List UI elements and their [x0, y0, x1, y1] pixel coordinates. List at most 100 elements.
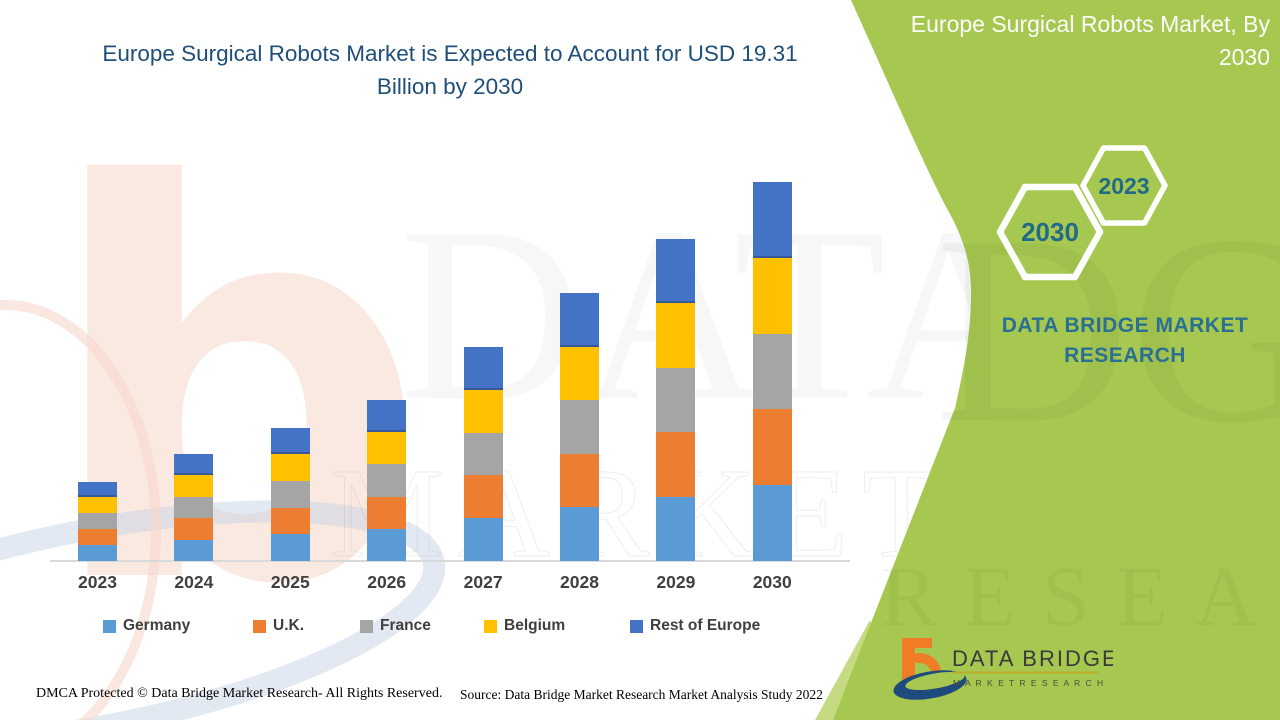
- bar-segment-rest-of-europe: [560, 293, 599, 347]
- side-panel-title-line1: Europe Surgical Robots Market, By: [910, 11, 1270, 37]
- bar-segment-france: [752, 333, 792, 410]
- bar-2028: [560, 293, 599, 561]
- bar-segment-belgium: [560, 346, 599, 401]
- legend-item-rest-of-europe: Rest of Europe: [630, 617, 760, 635]
- brand-text: DATA BRIDGE MARKET RESEARCH: [960, 311, 1280, 372]
- bar-segment-france: [560, 400, 599, 454]
- bar-segment-germany: [560, 507, 599, 561]
- legend-item-belgium: Belgium: [484, 617, 565, 635]
- legend-label: Belgium: [504, 617, 566, 634]
- legend-label: Germany: [123, 617, 191, 634]
- x-axis-label-2026: 2026: [367, 572, 407, 592]
- bar-segment-germany: [270, 534, 310, 561]
- bar-segment-belgium: [463, 389, 503, 433]
- legend-item-u-k-: U.K.: [253, 617, 304, 635]
- bar-segment-u-k-: [367, 496, 407, 529]
- bar-segment-rest-of-europe: [463, 347, 503, 390]
- ghost-swoosh-blue: [0, 500, 446, 720]
- bar-segment-rest-of-europe: [367, 400, 407, 433]
- bar-2030: [752, 181, 792, 561]
- ghost-arc-pink: [0, 300, 161, 720]
- legend-item-france: France: [360, 617, 431, 635]
- bar-segment-germany: [463, 518, 503, 561]
- legend-item-germany: Germany: [103, 617, 190, 635]
- bar-segment-france: [367, 464, 407, 497]
- x-axis-label-2024: 2024: [174, 572, 214, 592]
- ghost-b-logo-watermark: b: [42, 75, 429, 703]
- footer-dmca-text: DMCA Protected © Data Bridge Market Rese…: [36, 686, 443, 701]
- legend-label: Rest of Europe: [650, 617, 761, 634]
- x-axis-label-2023: 2023: [78, 572, 117, 592]
- bar-segment-germany: [656, 496, 696, 561]
- bar-segment-u-k-: [560, 453, 599, 508]
- bar-segment-germany: [367, 528, 407, 561]
- bar-segment-u-k-: [174, 518, 214, 540]
- bar-segment-u-k-: [752, 409, 792, 486]
- legend-label: France: [380, 617, 431, 634]
- bar-segment-u-k-: [656, 432, 696, 497]
- bar-segment-u-k-: [78, 529, 117, 546]
- chart-legend: Germany U.K. France Belgium Rest of Europe: [58, 617, 822, 643]
- bar-segment-belgium: [656, 303, 696, 368]
- green-panel-shape: [833, 0, 1280, 720]
- chart-title-line1: Europe Surgical Robots Market is Expecte…: [102, 41, 798, 66]
- hexagon-badges: 2030 2023: [996, 145, 1168, 281]
- x-axis-label-2030: 2030: [752, 572, 792, 592]
- bar-2023: [78, 481, 117, 561]
- x-axis-labels: 2023 2024 2025 2026 2027 2028 2029 2030: [58, 572, 822, 600]
- bar-2024: [174, 454, 214, 561]
- x-axis-label-2027: 2027: [463, 572, 503, 592]
- bar-segment-germany: [174, 539, 214, 561]
- chart-title-line2: Billion by 2030: [376, 73, 524, 99]
- bar-segment-belgium: [270, 454, 310, 481]
- legend-swatch: [484, 619, 497, 633]
- bar-2026: [367, 400, 407, 561]
- legend-swatch: [360, 619, 373, 633]
- bar-segment-rest-of-europe: [78, 481, 117, 498]
- bar-segment-rest-of-europe: [656, 239, 696, 304]
- bar-segment-france: [656, 367, 696, 433]
- bar-segment-u-k-: [463, 475, 503, 519]
- brand-text-line2: RESEARCH: [1064, 344, 1186, 368]
- bar-segment-belgium: [78, 497, 117, 514]
- brand-text-line1: DATA BRIDGE MARKET: [1001, 314, 1249, 337]
- logo-subtitle: M A R K E T R E S E A R C H: [953, 678, 1105, 688]
- chart-title: Europe Surgical Robots Market is Expecte…: [60, 38, 840, 103]
- legend-swatch: [103, 619, 116, 633]
- hexagon-2023-label: 2023: [1098, 173, 1149, 199]
- logo-b-stem: [902, 638, 932, 686]
- side-panel-title: Europe Surgical Robots Market, By 2030: [850, 8, 1270, 73]
- bar-segment-belgium: [752, 257, 792, 334]
- bar-segment-belgium: [367, 432, 407, 465]
- legend-swatch: [630, 619, 643, 633]
- hexagon-2030-outline: [996, 183, 1104, 281]
- bar-segment-germany: [752, 485, 792, 561]
- legend-label: U.K.: [273, 617, 304, 634]
- bar-segment-rest-of-europe: [270, 427, 310, 455]
- logo-wordmark: DATA BRIDGE: [952, 646, 1113, 671]
- hexagon-2030-label: 2030: [1021, 217, 1079, 247]
- bar-2029: [656, 239, 696, 561]
- bar-segment-germany: [78, 545, 117, 561]
- bar-segment-france: [463, 432, 503, 476]
- hexagon-2023-outline: [1080, 145, 1168, 226]
- bar-segment-france: [78, 513, 117, 530]
- bar-segment-rest-of-europe: [752, 181, 792, 258]
- x-axis-label-2028: 2028: [560, 572, 599, 592]
- logo-underline: [952, 671, 1098, 674]
- footer-source-text: Source: Data Bridge Market Research Mark…: [460, 687, 823, 702]
- bar-segment-belgium: [174, 475, 214, 497]
- x-axis-line: [50, 560, 850, 562]
- bar-segment-u-k-: [270, 507, 310, 535]
- data-bridge-logo: DATA BRIDGE M A R K E T R E S E A R C H: [893, 638, 1113, 700]
- bar-segment-france: [270, 480, 310, 508]
- x-axis-label-2029: 2029: [656, 572, 696, 592]
- bar-2027: [463, 347, 503, 561]
- bar-2025: [270, 427, 310, 561]
- bar-segment-rest-of-europe: [174, 454, 214, 476]
- plot-area: [50, 130, 850, 562]
- logo-swoosh-cutout: [905, 671, 965, 691]
- bar-segment-france: [174, 496, 214, 519]
